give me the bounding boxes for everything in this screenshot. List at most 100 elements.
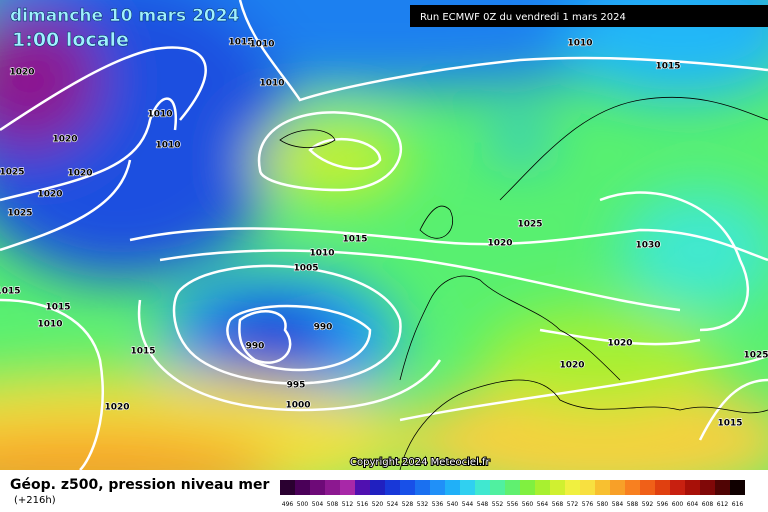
isobar-label: 1020 [52, 135, 77, 145]
colorbar-label: 500 [297, 501, 309, 508]
colorbar-cell [625, 480, 640, 495]
isobar-label: 1010 [249, 40, 274, 50]
colorbar-cell [430, 480, 445, 495]
copyright: Copyright 2024 Meteociel.fr [350, 457, 491, 468]
coastlines [279, 96, 768, 471]
colorbar-label: 532 [417, 501, 429, 508]
isobar-label: 990 [246, 342, 265, 352]
colorbar-label: 524 [387, 501, 399, 508]
colorbar-cell [595, 480, 610, 495]
colorbar-cell [490, 480, 505, 495]
date: dimanche 10 mars 2024 [10, 6, 240, 26]
isobar-label: 1020 [9, 68, 34, 78]
colorbar-label: 536 [432, 501, 444, 508]
isobar-label: 1020 [67, 169, 92, 179]
isobar-label: 1025 [7, 209, 32, 219]
colorbar-label: 580 [597, 501, 609, 508]
isobar-label: 1015 [0, 287, 21, 297]
colorbar-cell [280, 480, 295, 495]
time: 1:00 locale [12, 29, 129, 51]
colorbar-cell [505, 480, 520, 495]
isobar-label: 1010 [567, 39, 592, 49]
colorbar-cell [550, 480, 565, 495]
colorbar-cell [730, 480, 745, 495]
colorbar-cell [475, 480, 490, 495]
colorbar-cell [655, 480, 670, 495]
colorbar-cell [565, 480, 580, 495]
isobar-label: 1020 [487, 239, 512, 249]
isobar-label: 1030 [635, 241, 660, 251]
isobar-label: 1020 [559, 361, 584, 371]
colorbar-label: 504 [312, 501, 324, 508]
colorbar-cell [310, 480, 325, 495]
colorbar-label: 600 [672, 501, 684, 508]
colorbar-label: 552 [492, 501, 504, 508]
colorbar-label: 564 [537, 501, 549, 508]
isobar-label: 1015 [130, 347, 155, 357]
colorbar-label: 548 [477, 501, 489, 508]
colorbar-label: 540 [447, 501, 459, 508]
colorbar-label: 612 [717, 501, 729, 508]
isobar-label: 1010 [155, 141, 180, 151]
lead-time: (+216h) [14, 495, 56, 506]
colorbar: 496 500 504 508 512 516 520 524 528 532 536 540 544 5… [280, 480, 745, 508]
colorbar-cell [325, 480, 340, 495]
run-box [410, 5, 768, 27]
colorbar-label: 556 [507, 501, 519, 508]
isobar-label: 1020 [104, 403, 129, 413]
colorbar-cell [445, 480, 460, 495]
isobar-label: 1020 [607, 339, 632, 349]
colorbar-cell [535, 480, 550, 495]
colorbar-label: 520 [372, 501, 384, 508]
colorbar-label: 516 [357, 501, 369, 508]
colorbar-cell [640, 480, 655, 495]
colorbar-cell [370, 480, 385, 495]
isobar-label: 1015 [717, 419, 742, 429]
isobar-label: 1000 [285, 401, 310, 411]
colorbar-cell [400, 480, 415, 495]
colorbar-cell [715, 480, 730, 495]
isobar-label: 1020 [37, 190, 62, 200]
colorbar-label: 544 [462, 501, 474, 508]
colorbar-label: 560 [522, 501, 534, 508]
isobar-label: 995 [287, 381, 306, 391]
isobar-label: 1010 [259, 79, 284, 89]
colorbar-cell [610, 480, 625, 495]
colorbar-cell [340, 480, 355, 495]
isobar-label: 1005 [293, 264, 318, 274]
colorbar-label: 528 [402, 501, 414, 508]
isobar-label: 1010 [37, 320, 62, 330]
colorbar-label: 584 [612, 501, 624, 508]
isobar-label: 1015 [342, 235, 367, 245]
footer-title: Géop. z500, pression niveau mer [10, 477, 269, 493]
colorbar-cell [385, 480, 400, 495]
colorbar-cell [295, 480, 310, 495]
colorbar-label: 572 [567, 501, 579, 508]
isobar-label: 990 [314, 323, 333, 333]
colorbar-label: 604 [687, 501, 699, 508]
colorbar-label: 616 [732, 501, 744, 508]
isobars [0, 0, 768, 441]
isobar-label: 1015 [228, 38, 253, 48]
colorbar-cell [670, 480, 685, 495]
colorbar-cell [685, 480, 700, 495]
isobar-label: 1015 [45, 303, 70, 313]
colorbar-label: 576 [582, 501, 594, 508]
colorbar-label: 592 [642, 501, 654, 508]
isobar-label: 1025 [0, 168, 25, 178]
colorbar-label: 512 [342, 501, 354, 508]
colorbar-cell [700, 480, 715, 495]
colorbar-label: 568 [552, 501, 564, 508]
colorbar-label: 588 [627, 501, 639, 508]
colorbar-cell [355, 480, 370, 495]
colorbar-label: 596 [657, 501, 669, 508]
colorbar-cell [580, 480, 595, 495]
colorbar-cell [460, 480, 475, 495]
colorbar-label: 608 [702, 501, 714, 508]
isobar-label: 1010 [147, 110, 172, 120]
isobar-label: 1010 [309, 249, 334, 259]
isobar-label: 1025 [517, 220, 542, 230]
